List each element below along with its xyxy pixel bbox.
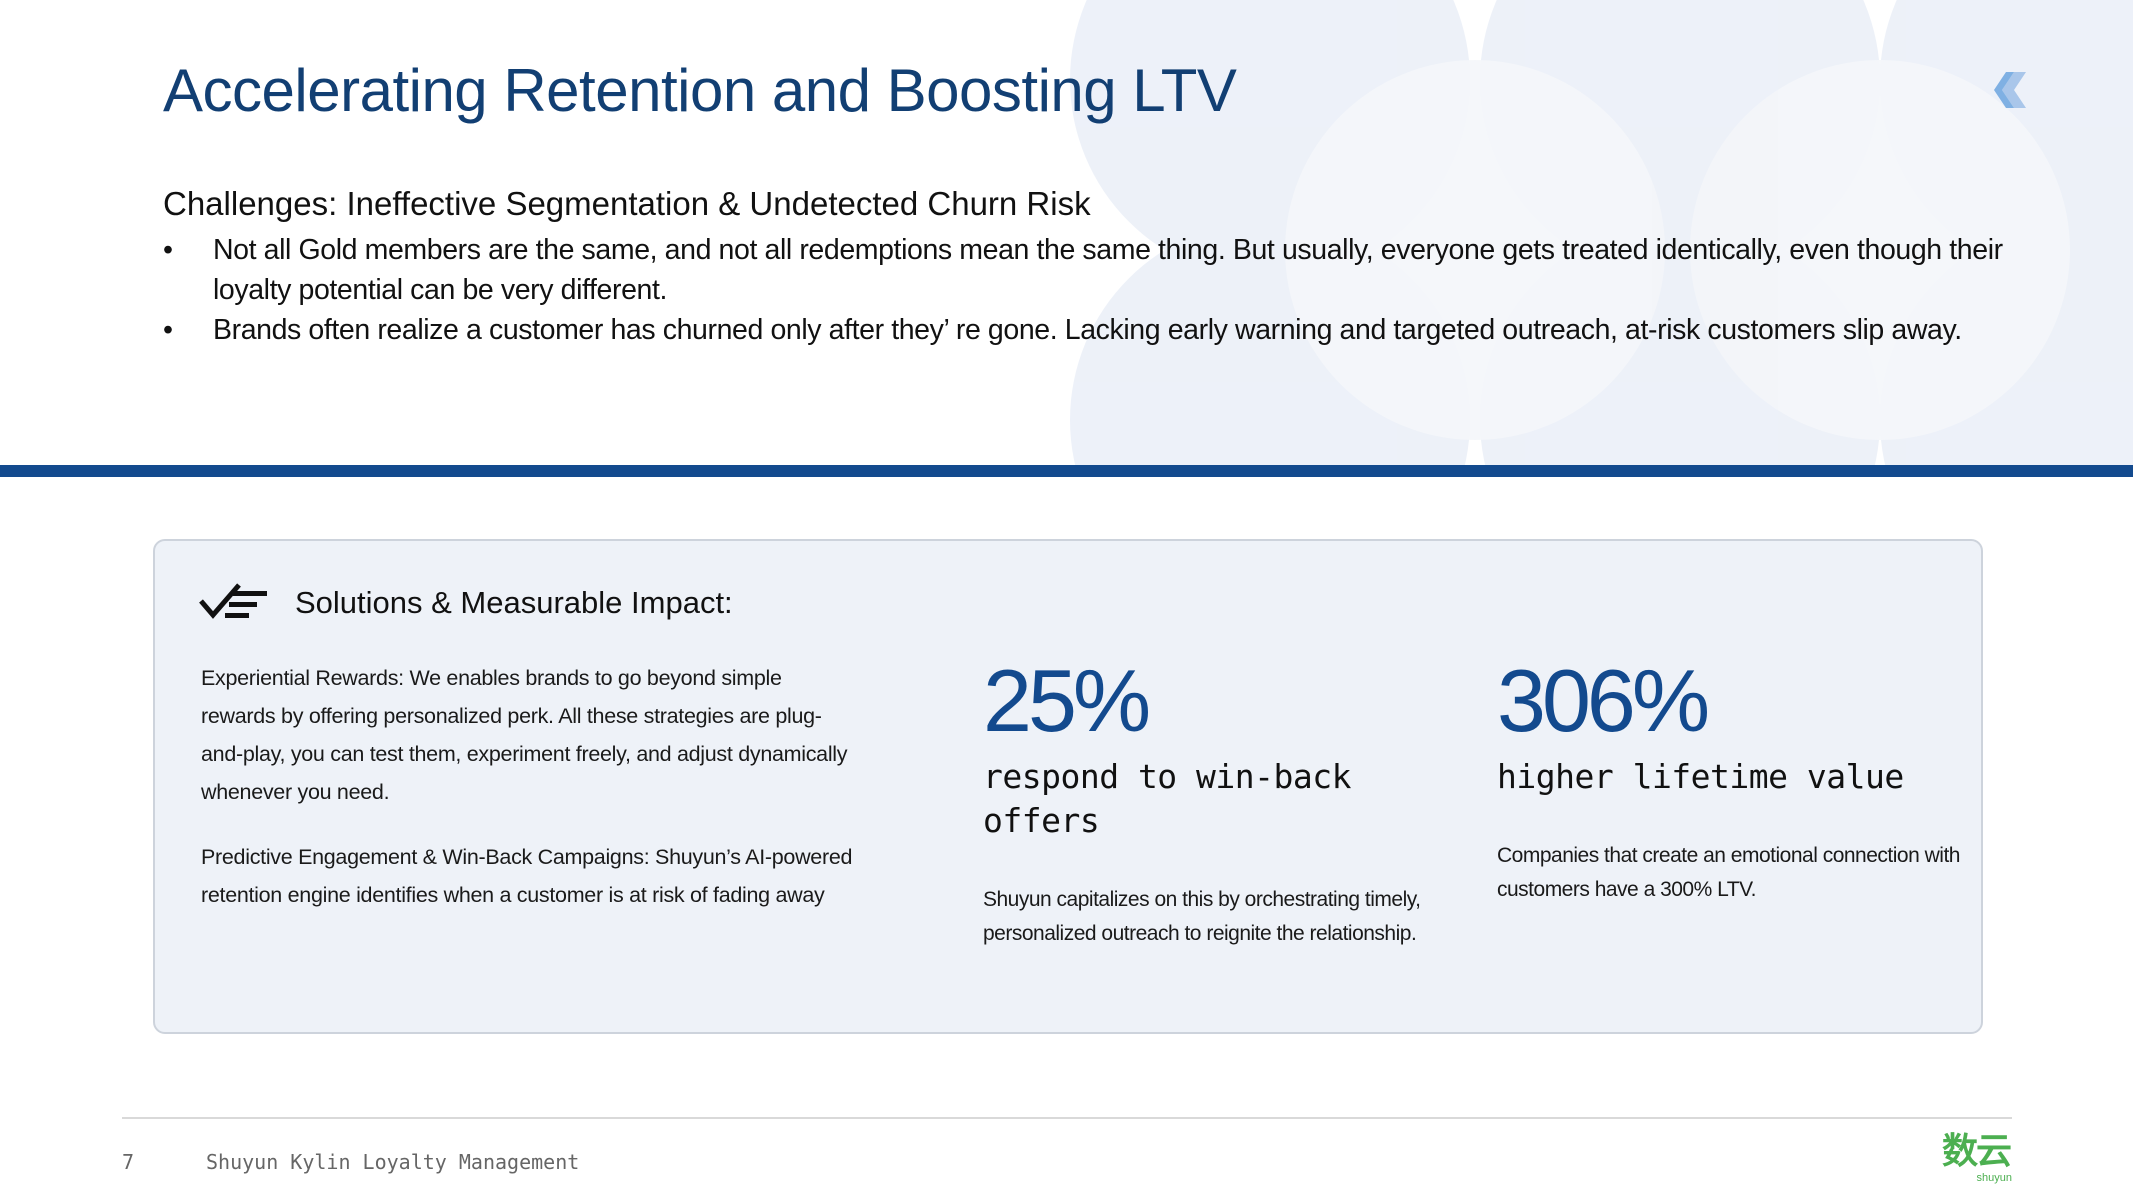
solution-paragraph: Predictive Engagement & Win-Back Campaig… <box>201 845 853 907</box>
brand-logo-cn: 数云 <box>1941 1131 2012 1172</box>
stat-block: 25% respond to win-back offers Shuyun ca… <box>983 651 1463 951</box>
stat-label: respond to win-back offers <box>983 757 1352 840</box>
challenges-heading: Challenges: Ineffective Segmentation & U… <box>163 185 1091 222</box>
challenge-bullet: • Brands often realize a customer has ch… <box>163 310 2003 350</box>
bullet-marker: • <box>163 234 173 266</box>
stat-value: 25% <box>983 651 1151 750</box>
stat-description: Companies that create an emotional conne… <box>1497 844 1960 901</box>
brand-logo: 数云 shuyun <box>1940 1131 2012 1185</box>
footer-divider <box>122 1117 2012 1119</box>
challenge-bullet: • Not all Gold members are the same, and… <box>163 230 2003 310</box>
solutions-text: Experiential Rewards: We enables brands … <box>201 659 861 941</box>
footer-text: Shuyun Kylin Loyalty Management <box>206 1150 580 1174</box>
stat-label: higher lifetime value <box>1497 757 1904 796</box>
stat-block: 306% higher lifetime value Companies tha… <box>1497 651 1977 907</box>
bullet-text: Not all Gold members are the same, and n… <box>213 234 2003 306</box>
kylin-logo-icon <box>1994 72 2026 108</box>
checklist-icon <box>199 583 267 619</box>
panel-title: Solutions & Measurable Impact: <box>295 585 733 620</box>
brand-logo-en: shuyun <box>1976 1172 2012 1184</box>
page-number: 7 <box>122 1150 135 1174</box>
section-divider <box>0 465 2133 477</box>
challenges-list: • Not all Gold members are the same, and… <box>163 230 2003 350</box>
solutions-panel: Solutions & Measurable Impact: Experient… <box>153 539 1983 1034</box>
stat-value: 306% <box>1497 651 1710 750</box>
solution-paragraph: Experiential Rewards: We enables brands … <box>201 666 848 804</box>
bullet-marker: • <box>163 314 173 346</box>
bullet-text: Brands often realize a customer has chur… <box>213 314 1962 346</box>
stat-description: Shuyun capitalizes on this by orchestrat… <box>983 888 1421 945</box>
background-decoration <box>0 0 2133 470</box>
page-title: Accelerating Retention and Boosting LTV <box>163 57 1237 124</box>
